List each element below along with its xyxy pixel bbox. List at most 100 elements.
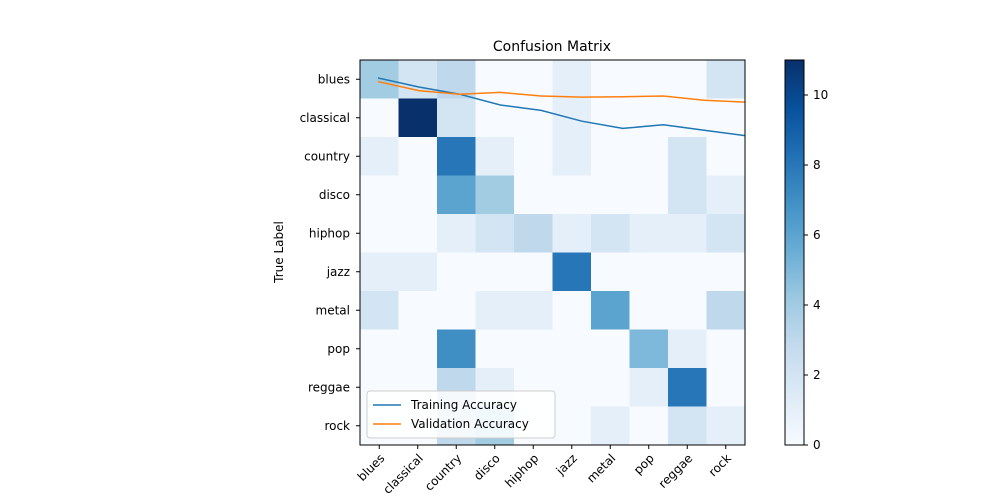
heatmap-cell-hiphop-metal: [591, 214, 630, 253]
heatmap-cell-disco-disco: [475, 175, 515, 215]
heatmap-cell-metal-disco: [475, 291, 515, 330]
colorbar-tick-label: 10: [813, 88, 828, 102]
legend: Training Accuracy Validation Accuracy: [366, 390, 556, 439]
y-tick-label: blues: [318, 72, 350, 86]
heatmap-cell-metal-rock: [706, 291, 746, 330]
heatmap-cell-pop-classical: [398, 329, 438, 369]
heatmap-cell-reggae-rock: [706, 368, 746, 407]
plot-frame: [359, 59, 746, 446]
heatmap-cell-country-pop: [629, 137, 669, 176]
heatmap-cell-pop-blues: [360, 329, 399, 369]
heatmap-cell-rock-rock: [706, 406, 746, 446]
heatmap-cell-blues-metal: [591, 60, 630, 99]
x-tick-label: disco: [471, 451, 503, 483]
heatmap-cell-metal-reggae: [668, 291, 707, 330]
x-tick-label: reggae: [656, 451, 696, 491]
y-tick-label: classical: [300, 111, 350, 125]
heatmap-cells: [360, 60, 746, 446]
heatmap-cell-country-country: [437, 137, 476, 176]
heatmap-cell-disco-blues: [360, 175, 399, 215]
heatmap-cell-disco-hiphop: [514, 175, 553, 215]
heatmap-cell-hiphop-country: [437, 214, 476, 253]
heatmap-cell-reggae-reggae: [668, 368, 707, 407]
heatmap-cell-pop-pop: [629, 329, 669, 369]
x-tick-label: jazz: [553, 451, 580, 478]
x-tick-label: classical: [380, 451, 426, 497]
legend-label-training: Training Accuracy: [410, 398, 517, 412]
heatmap-cell-metal-metal: [591, 291, 630, 330]
colorbar-tick-label: 4: [813, 298, 821, 312]
y-tick-label: metal: [316, 303, 350, 317]
heatmap-cell-hiphop-classical: [398, 214, 438, 253]
heatmap-cell-jazz-metal: [591, 252, 630, 292]
heatmap-cell-blues-classical: [398, 60, 438, 99]
heatmap-cell-reggae-pop: [629, 368, 669, 407]
y-axis: blues classical country disco hiphop jazz meta…: [300, 72, 360, 433]
heatmap-cell-disco-metal: [591, 175, 630, 215]
heatmap-cell-classical-hiphop: [514, 98, 553, 138]
colorbar-tick-label: 0: [813, 438, 821, 452]
heatmap-cell-hiphop-hiphop: [514, 214, 553, 253]
heatmap-cell-jazz-pop: [629, 252, 669, 292]
heatmap-cell-pop-metal: [591, 329, 630, 369]
heatmap-cell-blues-reggae: [668, 60, 707, 99]
heatmap-cell-blues-hiphop: [514, 60, 553, 99]
heatmap-cell-blues-pop: [629, 60, 669, 99]
heatmap-cell-disco-reggae: [668, 175, 707, 215]
chart-title: Confusion Matrix: [493, 39, 611, 55]
heatmap-cell-hiphop-jazz: [552, 214, 592, 253]
y-tick-label: pop: [327, 342, 350, 356]
heatmap-cell-country-blues: [360, 137, 399, 176]
heatmap-cell-jazz-blues: [360, 252, 399, 292]
x-tick-label: hiphop: [502, 451, 541, 490]
heatmap-cell-blues-jazz: [552, 60, 592, 99]
heatmap-cell-metal-classical: [398, 291, 438, 330]
colorbar-tick-label: 2: [813, 368, 821, 382]
heatmap-cell-pop-country: [437, 329, 476, 369]
heatmap-cell-blues-rock: [706, 60, 746, 99]
heatmap-cell-disco-rock: [706, 175, 746, 215]
heatmap-cell-rock-jazz: [552, 406, 592, 446]
heatmap-cell-jazz-country: [437, 252, 476, 292]
heatmap-cell-pop-reggae: [668, 329, 707, 369]
heatmap-cell-disco-classical: [398, 175, 438, 215]
x-tick-label: country: [422, 451, 464, 493]
colorbar-gradient: [784, 59, 805, 446]
heatmap-cell-country-rock: [706, 137, 746, 176]
heatmap-cell-jazz-classical: [398, 252, 438, 292]
heatmap-cell-country-classical: [398, 137, 438, 176]
heatmap-cell-jazz-jazz: [552, 252, 592, 292]
heatmap-cell-disco-jazz: [552, 175, 592, 215]
colorbar-tick-label: 6: [813, 228, 821, 242]
y-tick-label: disco: [319, 188, 350, 202]
heatmap-cell-disco-pop: [629, 175, 669, 215]
heatmap-cell-country-jazz: [552, 137, 592, 176]
y-tick-label: country: [304, 149, 350, 163]
heatmap-cell-reggae-metal: [591, 368, 630, 407]
heatmap-cell-hiphop-disco: [475, 214, 515, 253]
training-accuracy-line: [377, 77, 746, 137]
heatmap-cell-classical-classical: [398, 98, 438, 138]
heatmap-cell-metal-country: [437, 291, 476, 330]
x-tick-label: metal: [584, 451, 618, 485]
heatmap-cell-blues-blues: [360, 60, 399, 99]
heatmap-cell-metal-jazz: [552, 291, 592, 330]
heatmap-cell-rock-pop: [629, 406, 669, 446]
heatmap-cell-classical-metal: [591, 98, 630, 138]
y-tick-label: hiphop: [309, 226, 350, 240]
y-axis-label: True Label: [272, 221, 286, 284]
heatmap-cell-jazz-reggae: [668, 252, 707, 292]
x-tick-label: blues: [355, 451, 388, 484]
heatmap-cell-metal-blues: [360, 291, 399, 330]
heatmap-cell-rock-metal: [591, 406, 630, 446]
colorbar-tick-label: 8: [813, 158, 821, 172]
y-tick-label: rock: [324, 419, 350, 433]
heatmap-cell-hiphop-reggae: [668, 214, 707, 253]
heatmap-cell-country-disco: [475, 137, 515, 176]
line-layer: [377, 77, 746, 137]
legend-label-validation: Validation Accuracy: [411, 417, 529, 431]
heatmap-cell-pop-jazz: [552, 329, 592, 369]
heatmap-cell-country-hiphop: [514, 137, 553, 176]
